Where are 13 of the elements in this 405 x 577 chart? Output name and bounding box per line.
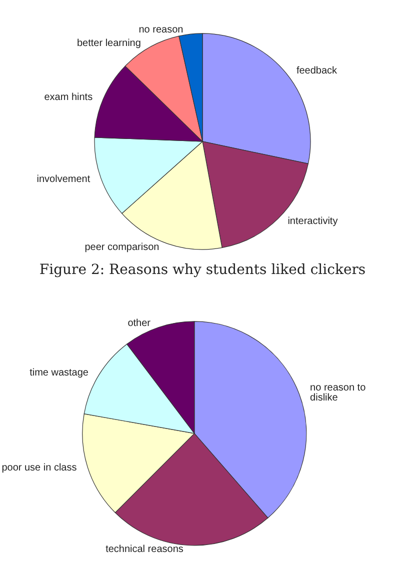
slice-label: technical reasons	[106, 544, 184, 555]
caption: Figure 2: Reasons why students liked clickers	[38, 262, 367, 278]
slice-label: interactivity	[288, 216, 338, 228]
slice-label: time wastage	[30, 367, 89, 378]
slice-label: exam hints	[44, 92, 93, 103]
slice-label: better learning	[76, 38, 141, 50]
slice-label: peer comparison	[84, 242, 160, 253]
slice-label: poor use in class	[2, 462, 77, 474]
slice-label: feedback	[296, 65, 338, 76]
slice-label: involvement	[36, 174, 90, 185]
slice-label: other	[128, 318, 152, 329]
slice-label: no reason to dislike	[310, 382, 368, 404]
slice-label: no reason	[138, 24, 184, 36]
